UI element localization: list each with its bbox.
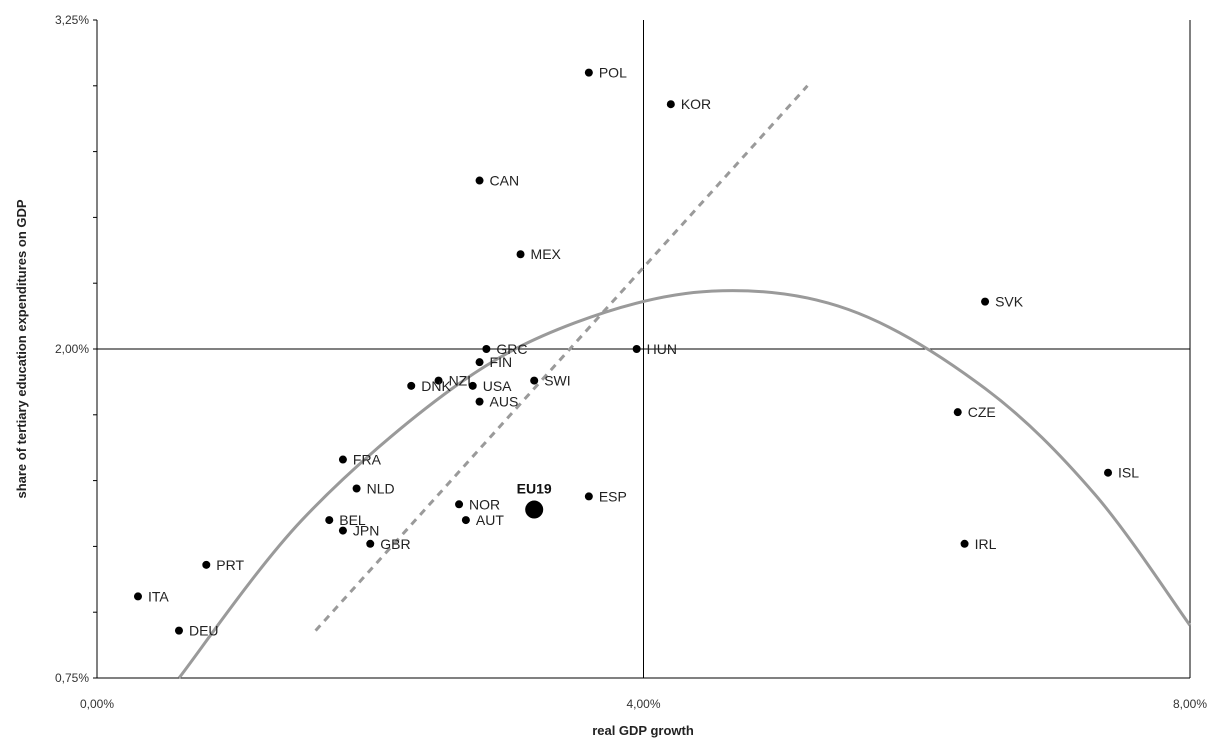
point-label-cze: CZE bbox=[968, 404, 996, 420]
trend-lines bbox=[177, 84, 1192, 679]
data-point-pol bbox=[584, 68, 593, 77]
point-label-gbr: GBR bbox=[380, 536, 410, 552]
x-tick-label: 4,00% bbox=[626, 697, 660, 711]
point-label-usa: USA bbox=[483, 378, 512, 394]
point-label-grc: GRC bbox=[496, 341, 527, 357]
point-label-fra: FRA bbox=[353, 452, 382, 468]
point-label-prt: PRT bbox=[216, 557, 244, 573]
data-point-gbr bbox=[366, 539, 375, 548]
point-label-nzl: NZL bbox=[449, 373, 476, 389]
point-label-isl: ISL bbox=[1118, 465, 1139, 481]
data-point-prt bbox=[202, 560, 211, 569]
data-point-hun bbox=[632, 345, 641, 353]
data-point-esp bbox=[584, 492, 593, 501]
linear-trend-line bbox=[314, 84, 809, 632]
y-tick-label: 2,00% bbox=[55, 342, 89, 356]
data-point-ita bbox=[133, 592, 142, 601]
point-label-dnk: DNK bbox=[421, 378, 451, 394]
point-label-ita: ITA bbox=[148, 588, 169, 604]
data-point-svk bbox=[981, 297, 990, 306]
data-point-isl bbox=[1104, 468, 1113, 477]
data-point-irl bbox=[960, 539, 969, 548]
data-point-eu19 bbox=[525, 500, 544, 519]
y-tick-label: 0,75% bbox=[55, 671, 89, 685]
data-point-nzl bbox=[434, 376, 443, 385]
point-label-svk: SVK bbox=[995, 294, 1024, 310]
data-points: POL KOR CAN MEX SVK GRC HUN FIN NZL USA SWI DNK AUS C… bbox=[93, 19, 1139, 679]
point-label-fin: FIN bbox=[490, 354, 513, 370]
data-point-jpn bbox=[338, 526, 347, 535]
point-label-bel: BEL bbox=[339, 512, 366, 528]
y-tick-label: 3,25% bbox=[55, 13, 89, 27]
data-point-usa bbox=[468, 381, 477, 390]
point-label-jpn: JPN bbox=[353, 523, 379, 539]
data-point-swi bbox=[530, 376, 539, 385]
point-label-pol: POL bbox=[599, 65, 627, 81]
data-point-grc bbox=[482, 345, 491, 353]
point-label-kor: KOR bbox=[681, 96, 711, 112]
x-axis-title: real GDP growth bbox=[592, 723, 694, 738]
data-point-cze bbox=[953, 408, 962, 417]
data-point-nld bbox=[352, 484, 361, 493]
x-tick-label: 0,00% bbox=[80, 697, 114, 711]
data-point-bel bbox=[325, 516, 334, 525]
point-label-hun: HUN bbox=[647, 341, 677, 357]
data-point-aus bbox=[475, 397, 484, 406]
x-tick-label: 8,00% bbox=[1173, 697, 1207, 711]
point-label-aus: AUS bbox=[490, 394, 519, 410]
point-label-nld: NLD bbox=[367, 480, 395, 496]
data-point-nor bbox=[455, 500, 464, 509]
point-label-mex: MEX bbox=[531, 246, 562, 262]
data-point-dnk bbox=[407, 381, 416, 390]
data-point-aut bbox=[461, 516, 470, 525]
point-label-eu19: EU19 bbox=[517, 481, 552, 497]
point-label-irl: IRL bbox=[975, 536, 997, 552]
data-point-deu bbox=[174, 626, 183, 635]
data-point-mex bbox=[516, 250, 525, 259]
point-label-nor: NOR bbox=[469, 496, 500, 512]
point-label-can: CAN bbox=[490, 173, 520, 189]
data-point-fra bbox=[338, 455, 347, 464]
point-label-aut: AUT bbox=[476, 512, 504, 528]
data-point-can bbox=[475, 176, 484, 185]
point-label-deu: DEU bbox=[189, 623, 219, 639]
point-label-esp: ESP bbox=[599, 488, 627, 504]
y-axis-title: share of tertiary education expenditures… bbox=[14, 199, 29, 498]
data-point-fin bbox=[475, 358, 484, 367]
data-point-kor bbox=[666, 100, 675, 109]
quadratic-trend-line bbox=[177, 289, 1192, 679]
point-label-swi: SWI bbox=[544, 373, 570, 389]
